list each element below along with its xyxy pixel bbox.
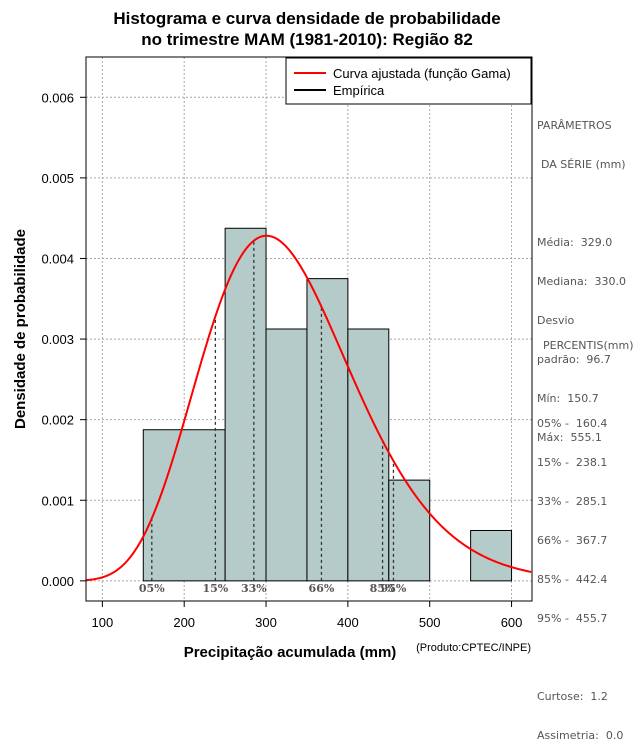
percentile-markers: 05% 15% 33% 66% 85%95% <box>139 240 407 595</box>
stat-sd-value: padrão: 96.7 <box>537 353 611 366</box>
x-tick-label-1: 200 <box>173 615 195 630</box>
stats-header-line1: PARÂMETROS <box>537 119 612 132</box>
stat-median: Mediana: 330.0 <box>537 275 626 288</box>
x-tick-label-3: 400 <box>337 615 359 630</box>
percentile-85: 85% - 442.4 <box>537 573 608 586</box>
histogram-bar-4 <box>347 328 390 582</box>
histogram-bar-0 <box>142 429 226 582</box>
product-credit: (Produto:CPTEC/INPE) <box>416 642 531 654</box>
percentile-label-15%: 15% <box>202 582 228 595</box>
kurtosis: Curtose: 1.2 <box>537 690 608 703</box>
y-tick-label-5: 0.005 <box>41 171 74 186</box>
stat-max: Máx: 555.1 <box>537 431 602 444</box>
histogram-bar-2 <box>265 328 308 582</box>
histogram-chart: Histograma e curva densidade de probabil… <box>12 9 533 660</box>
y-tick-label-4: 0.004 <box>41 251 74 266</box>
axis-ticks: 100 200 300 400 500 600 0.000 0.001 0.002 0.003 0.… <box>41 90 522 630</box>
histogram-bar-5 <box>388 479 431 582</box>
x-tick-label-5: 600 <box>501 615 523 630</box>
histogram-bar-3 <box>306 278 349 582</box>
chart-title-line2: no trimestre MAM (1981-2010): Região 82 <box>141 30 473 49</box>
stats-header-line2: DA SÉRIE (mm) <box>541 158 626 171</box>
x-tick-label-2: 300 <box>255 615 277 630</box>
plot-frame <box>85 56 533 602</box>
x-tick-label-4: 500 <box>419 615 441 630</box>
percentile-15: 15% - 238.1 <box>537 456 608 469</box>
percentile-label-66%: 66% <box>309 582 335 595</box>
stat-min: Mín: 150.7 <box>537 392 599 405</box>
y-tick-label-3: 0.003 <box>41 332 74 347</box>
x-tick-label-0: 100 <box>92 615 114 630</box>
legend: Curva ajustada (função Gama) Empírica <box>285 57 532 105</box>
stat-mean: Média: 329.0 <box>537 236 613 249</box>
percentiles-header: PERCENTIS(mm) <box>543 339 634 352</box>
percentile-label-95%: 95% <box>381 582 407 595</box>
legend-label-empirical: Empírica <box>333 83 385 98</box>
stats-panel: PARÂMETROS DA SÉRIE (mm) Média: 329.0 Me… <box>537 93 626 457</box>
percentile-label-85%: 85% <box>370 582 396 595</box>
percentile-label-05%: 05% <box>139 582 165 595</box>
histogram-bar-1 <box>224 227 267 582</box>
x-axis-label: Precipitação acumulada (mm) <box>184 644 397 660</box>
legend-box <box>285 57 532 105</box>
gamma-fit-curve <box>85 234 532 582</box>
stat-sd-label: Desvio <box>537 314 575 327</box>
percentiles-panel: PERCENTIS(mm) 05% - 160.4 15% - 238.1 33… <box>537 313 634 755</box>
y-tick-label-2: 0.002 <box>41 413 74 428</box>
y-tick-label-1: 0.001 <box>41 493 74 508</box>
percentile-05: 05% - 160.4 <box>537 417 608 430</box>
percentile-95: 95% - 455.7 <box>537 612 608 625</box>
percentile-66: 66% - 367.7 <box>537 534 608 547</box>
percentile-label-33%: 33% <box>241 582 267 595</box>
histogram-bar-6 <box>470 529 513 582</box>
chart-title-line1: Histograma e curva densidade de probabil… <box>113 9 500 28</box>
histogram-bars <box>142 227 513 582</box>
y-tick-label-6: 0.006 <box>41 90 74 105</box>
percentile-33: 33% - 285.1 <box>537 495 608 508</box>
skewness: Assimetria: 0.0 <box>537 729 624 742</box>
y-tick-label-0: 0.000 <box>41 574 74 589</box>
y-axis-label: Densidade de probabilidade <box>12 229 29 429</box>
legend-label-fit: Curva ajustada (função Gama) <box>333 66 511 81</box>
